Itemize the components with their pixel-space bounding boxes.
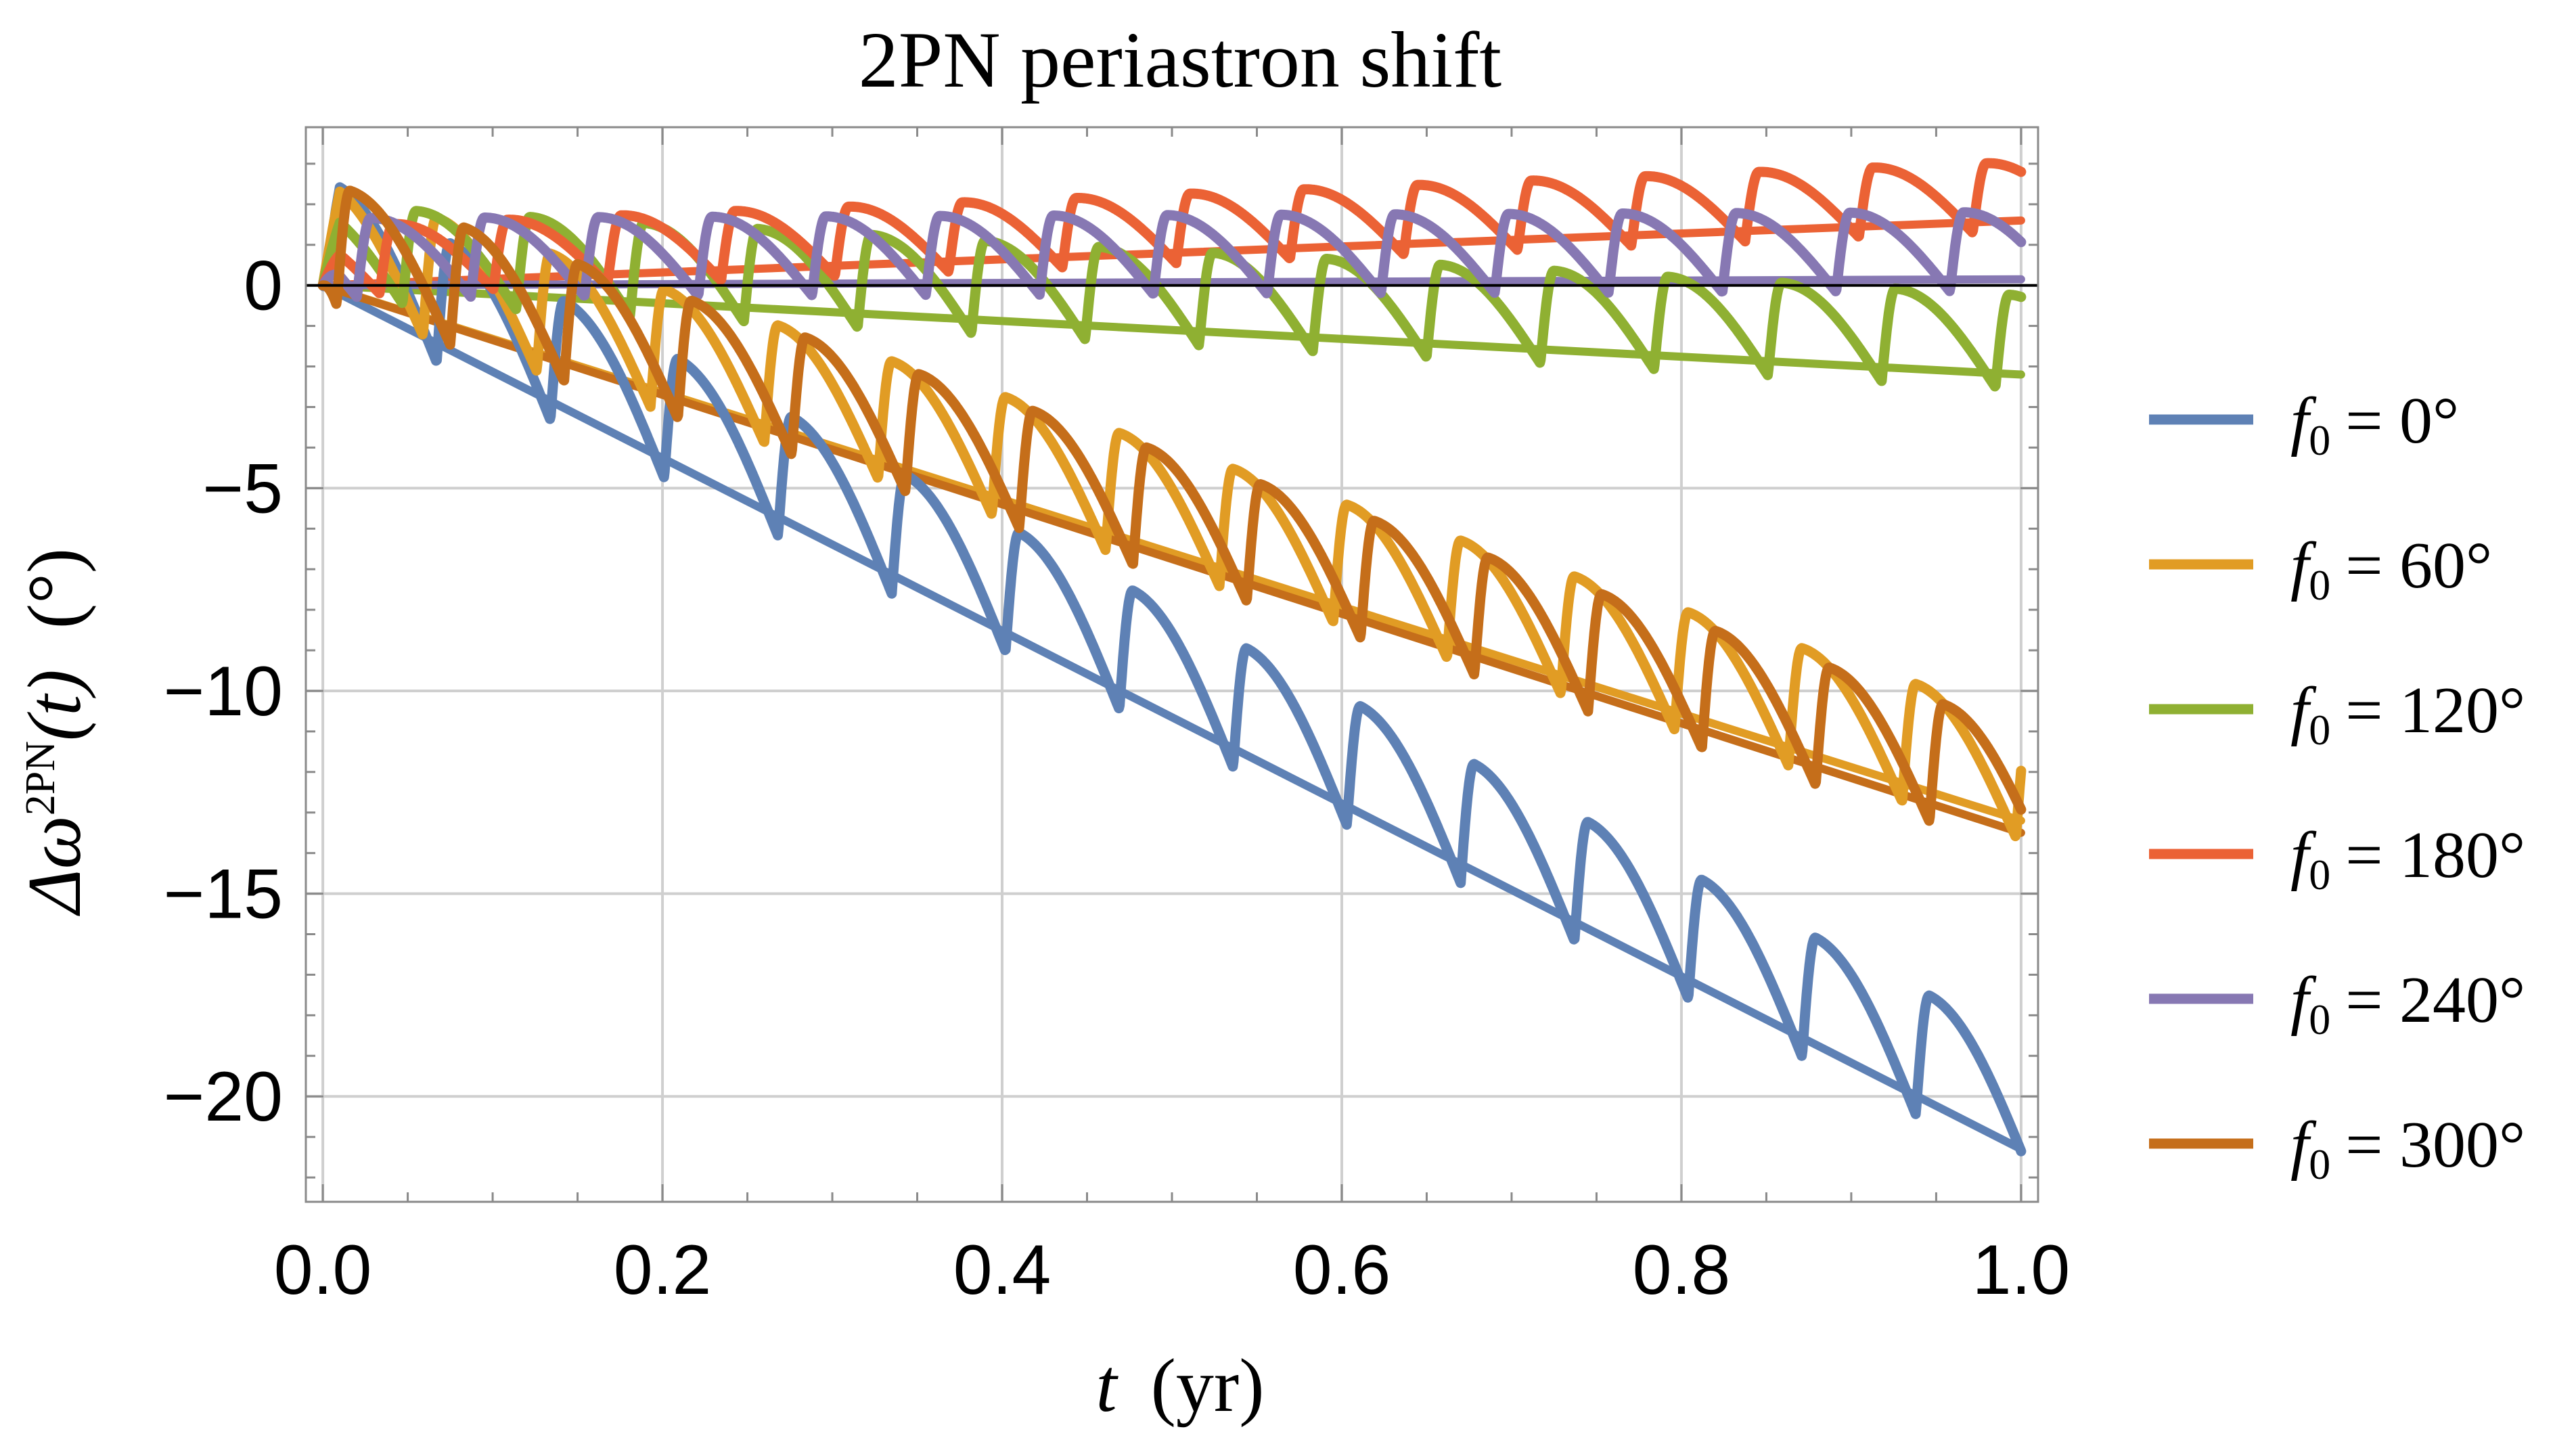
y-axis-unit: (°): [13, 548, 97, 629]
y-axis-arg: (t): [13, 669, 97, 741]
y-axis-main: Δω: [13, 815, 97, 916]
trend-line-2: [319, 281, 2025, 379]
x-axis-label: t (yr): [1095, 1344, 1264, 1428]
y-axis-label: Δω2PN(t) (°): [13, 548, 97, 916]
legend-label-4: f0 = 240°: [2290, 964, 2525, 1043]
axis-ticks: [306, 127, 2038, 1202]
x-tick-label: 0.4: [953, 1231, 1052, 1309]
x-tick-label: 0.8: [1633, 1231, 1731, 1309]
legend: f0 = 0° f0 = 60° f0 = 120° f0 = 180° f0 = 240° f0 =…: [2149, 384, 2525, 1188]
x-tick-labels: 0.0 0.2 0.4 0.6 0.8 1.0: [274, 1231, 2070, 1309]
y-tick-label: −5: [202, 449, 283, 528]
legend-label-3: f0 = 180°: [2290, 819, 2525, 899]
x-axis-unit: (yr): [1151, 1344, 1265, 1428]
trend-line-0: [319, 281, 2025, 1154]
y-tick-label: −15: [164, 855, 283, 934]
y-tick-label: −10: [164, 652, 283, 731]
plot-frame: [304, 126, 2039, 1203]
chart-title: 2PN periastron shift: [859, 16, 1502, 104]
series-line-1: [317, 186, 2027, 842]
y-axis-sup: 2PN: [18, 741, 64, 815]
series-line-4: [317, 207, 2027, 302]
trend-line-5: [319, 281, 2025, 837]
series-lines: [317, 158, 2027, 1156]
x-tick-label: 0.6: [1293, 1231, 1391, 1309]
legend-label-0: f0 = 0°: [2290, 384, 2459, 464]
legend-label-1: f0 = 60°: [2290, 529, 2492, 609]
series-line-0: [317, 182, 2027, 1156]
x-tick-label: 0.0: [274, 1231, 372, 1309]
y-tick-labels: 0 −5 −10 −15 −20: [164, 247, 283, 1136]
y-tick-label: −20: [164, 1058, 283, 1136]
x-tick-label: 1.0: [1972, 1231, 2071, 1309]
y-tick-label: 0: [244, 247, 283, 325]
legend-label-2: f0 = 120°: [2290, 674, 2525, 754]
legend-label-5: f0 = 300°: [2290, 1108, 2525, 1188]
x-tick-label: 0.2: [614, 1231, 712, 1309]
x-axis-var: t: [1095, 1344, 1118, 1428]
